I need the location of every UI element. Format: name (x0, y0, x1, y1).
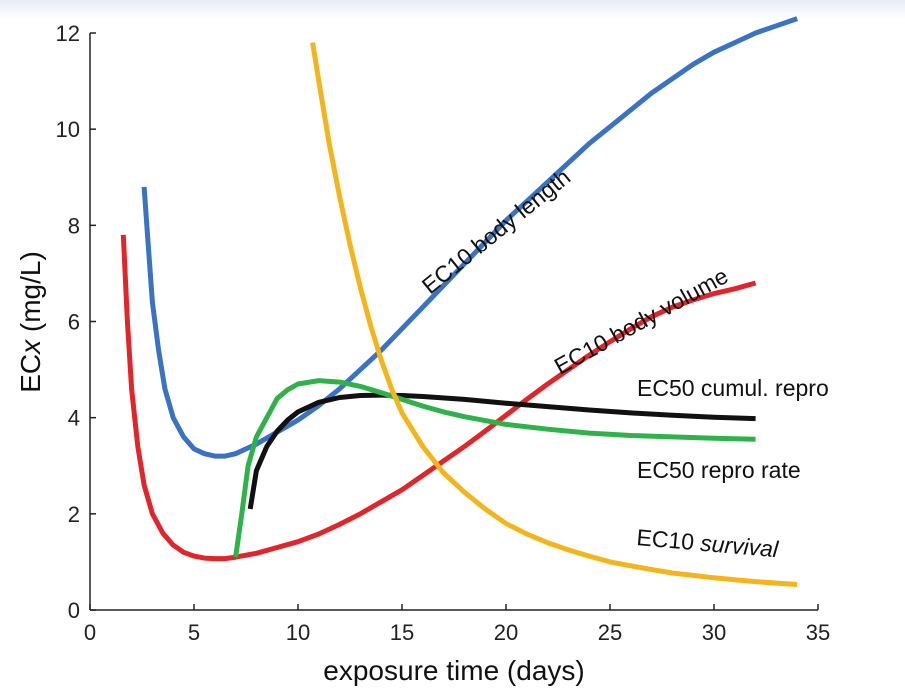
y-tick-label: 6 (68, 310, 80, 335)
x-tick-label: 20 (494, 620, 518, 645)
y-axis-label: ECx (mg/L) (15, 251, 46, 393)
x-tick-label: 10 (286, 620, 310, 645)
series-label-ec50-cumul-repro: EC50 cumul. repro (637, 375, 829, 401)
x-tick-label: 15 (390, 620, 414, 645)
y-tick-label: 0 (68, 598, 80, 623)
series-line-ec50-cumul-repro (247, 392, 756, 510)
y-tick-label: 2 (68, 502, 80, 527)
series-label-ec50-repro-rate: EC50 repro rate (637, 457, 801, 483)
x-tick-label: 30 (702, 620, 726, 645)
series-label-ec10-body-length: EC10 body length (417, 164, 575, 299)
series-line-ec10-body-volume (120, 234, 757, 562)
top-gradient-band (0, 0, 905, 20)
series-label-ec10-body-volume: EC10 body volume (550, 262, 733, 379)
series-lines (120, 16, 799, 587)
axes: 0 5 10 15 20 25 30 35 0 2 4 6 8 10 12 (56, 21, 831, 645)
y-tick-label: 12 (56, 21, 80, 46)
y-tick-label: 10 (56, 117, 80, 142)
series-line-ec10-body-length (141, 16, 799, 459)
x-tick-label: 0 (84, 620, 96, 645)
x-tick-label: 25 (598, 620, 622, 645)
series-line-ec10-survival (310, 42, 798, 587)
x-tick-label: 35 (806, 620, 830, 645)
y-tick-label: 4 (68, 406, 80, 431)
series-line-ec50-repro-rate (233, 378, 756, 558)
x-tick-label: 5 (188, 620, 200, 645)
y-tick-label: 8 (68, 213, 80, 238)
x-axis-label: exposure time (days) (323, 655, 584, 686)
series-label-ec10-survival: EC10 survival (636, 524, 781, 562)
